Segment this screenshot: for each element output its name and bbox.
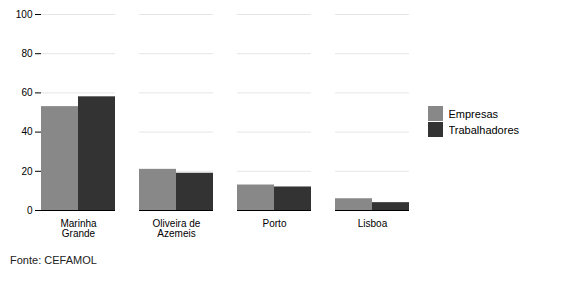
html-text:Trabalhadores: Trabalhadores bbox=[448, 123, 519, 136]
html-text:Fonte: CEFAMOL: Fonte: CEFAMOL bbox=[10, 254, 97, 266]
svg-text:Oliveira deAzemeis: Oliveira deAzemeis bbox=[153, 218, 201, 239]
svg-text:40: 40 bbox=[21, 126, 33, 137]
svg-text:Lisboa: Lisboa bbox=[358, 218, 388, 229]
svg-text:60: 60 bbox=[21, 87, 33, 98]
html-text:Empresas: Empresas bbox=[448, 107, 498, 120]
svg-text:MarinhaGrande: MarinhaGrande bbox=[60, 218, 97, 239]
svg-text:0: 0 bbox=[27, 205, 33, 216]
svg-text:100: 100 bbox=[16, 9, 33, 20]
svg-text:20: 20 bbox=[21, 166, 33, 177]
svg-text:Porto: Porto bbox=[263, 218, 287, 229]
svg-text:80: 80 bbox=[21, 48, 33, 59]
